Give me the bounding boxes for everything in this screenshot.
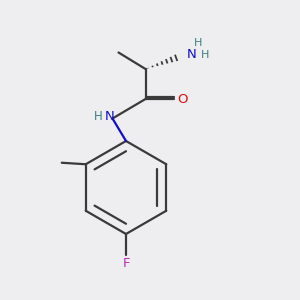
Text: F: F: [122, 257, 130, 270]
Text: H: H: [201, 50, 209, 60]
Text: O: O: [177, 92, 188, 106]
Text: H: H: [194, 38, 202, 48]
Text: H: H: [94, 110, 103, 123]
Text: N: N: [187, 48, 197, 61]
Text: N: N: [105, 110, 114, 123]
